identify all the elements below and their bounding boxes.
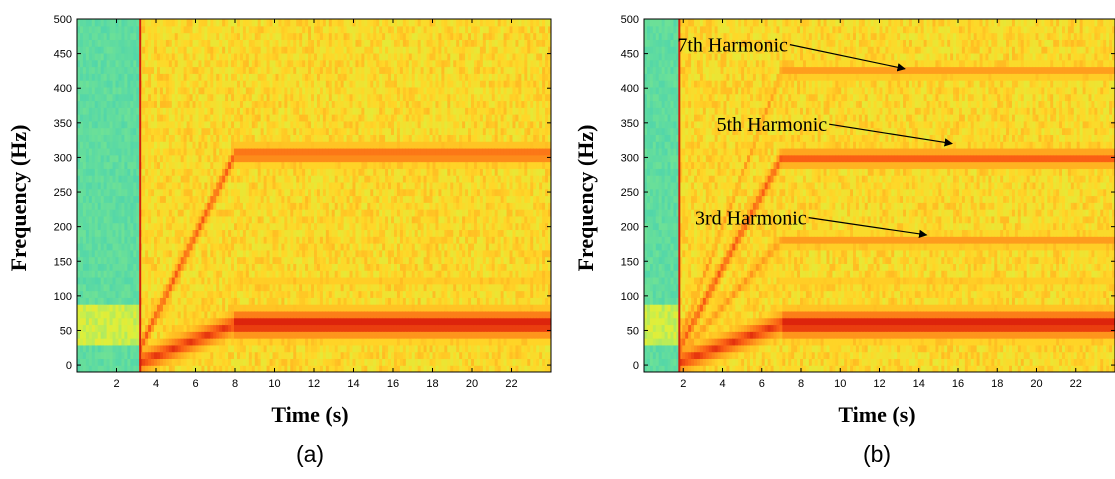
x-tick-label: 12 — [873, 378, 885, 390]
spectrogram-panel-b: 2 4 6 8 10 12 14 16 18 20 22 0 50 100 150 200 250 300 350 4… — [573, 14, 1115, 467]
y-tick-label: 200 — [621, 222, 639, 234]
harmonic-annotation-label: 3rd Harmonic — [695, 208, 807, 230]
caption-a: (a) — [296, 441, 324, 467]
y-tick-label: 500 — [621, 14, 639, 26]
y-tick-label: 250 — [54, 187, 72, 199]
x-tick-label: 20 — [1030, 378, 1042, 390]
x-tick-label: 22 — [1070, 378, 1082, 390]
caption-b: (b) — [863, 441, 891, 467]
y-tick-label: 100 — [621, 291, 639, 303]
y-tick-label: 200 — [54, 222, 72, 234]
x-axis-label-a: Time (s) — [271, 402, 348, 427]
y-tick-label: 500 — [54, 14, 72, 26]
x-tick-label: 6 — [759, 378, 765, 390]
harmonic-annotation-label: 7th Harmonic — [677, 35, 788, 57]
x-tick-label: 18 — [991, 378, 1003, 390]
x-tick-label: 4 — [719, 378, 725, 390]
y-tick-label: 400 — [54, 83, 72, 95]
spectrogram-plot-b — [644, 19, 1115, 373]
x-tick-label: 8 — [232, 378, 238, 390]
x-tick-label: 2 — [680, 378, 686, 390]
y-tick-label: 100 — [54, 291, 72, 303]
y-tick-label: 300 — [621, 152, 639, 164]
y-axis-label-b: Frequency (Hz) — [573, 125, 598, 272]
y-tick-label: 450 — [621, 49, 639, 61]
x-tick-label: 18 — [426, 378, 438, 390]
x-tick-label: 14 — [913, 378, 925, 390]
y-tick-label: 0 — [66, 360, 72, 372]
x-tick-label: 6 — [192, 378, 198, 390]
y-tick-label: 50 — [60, 325, 72, 337]
x-tick-label: 12 — [308, 378, 320, 390]
x-tick-label: 2 — [113, 378, 119, 390]
x-tick-label: 8 — [798, 378, 804, 390]
y-tick-label: 150 — [54, 256, 72, 268]
x-tick-label: 10 — [834, 378, 846, 390]
spectrogram-plot-a — [77, 19, 552, 373]
y-tick-label: 350 — [621, 118, 639, 130]
y-tick-label: 50 — [627, 325, 639, 337]
y-tick-label: 0 — [633, 360, 639, 372]
x-tick-label: 16 — [952, 378, 964, 390]
x-tick-label: 14 — [347, 378, 359, 390]
y-tick-label: 150 — [621, 256, 639, 268]
x-axis-label-b: Time (s) — [838, 402, 915, 427]
y-tick-label: 400 — [621, 83, 639, 95]
y-tick-label: 450 — [54, 49, 72, 61]
spectrogram-panel-a: 2 4 6 8 10 12 14 16 18 20 22 0 50 100 150 200 250 300 350 4… — [6, 14, 552, 467]
x-tick-label: 4 — [153, 378, 159, 390]
harmonic-annotation-label: 5th Harmonic — [717, 114, 828, 136]
x-tick-label: 22 — [505, 378, 517, 390]
x-tick-label: 10 — [268, 378, 280, 390]
y-axis-label-a: Frequency (Hz) — [6, 125, 31, 272]
y-tick-label: 250 — [621, 187, 639, 199]
y-tick-label: 300 — [54, 152, 72, 164]
y-tick-label: 350 — [54, 118, 72, 130]
x-tick-label: 16 — [387, 378, 399, 390]
x-tick-label: 20 — [466, 378, 478, 390]
